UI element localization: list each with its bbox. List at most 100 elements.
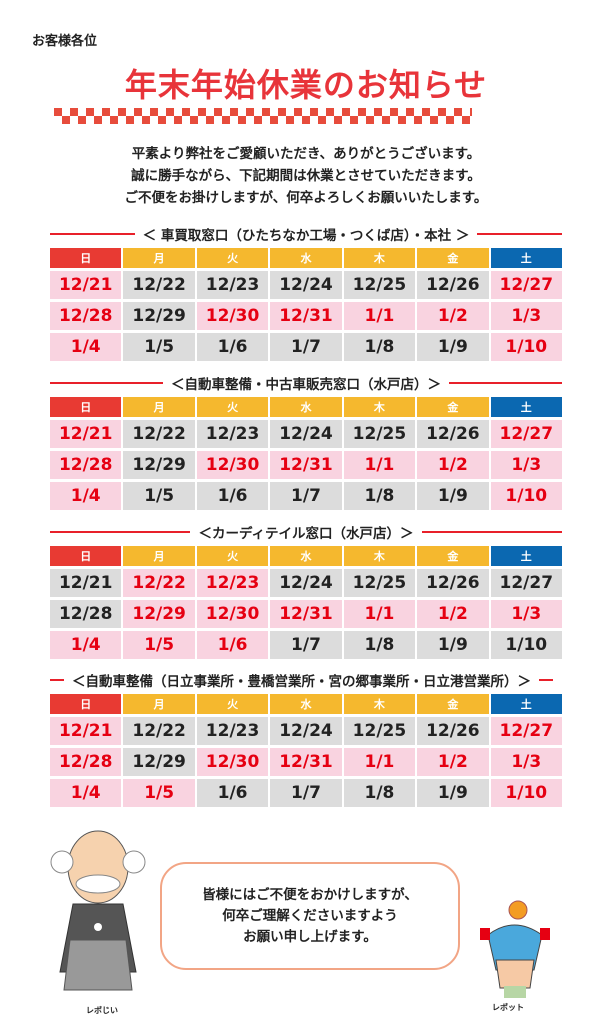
- repotto-character-illustration: [474, 900, 554, 1009]
- date-cell-closed: 1/5: [123, 779, 195, 807]
- weekday-header: 金: [417, 248, 489, 268]
- weekday-header: 金: [417, 546, 489, 566]
- date-cell-open: 12/27: [490, 569, 562, 597]
- weekday-header: 火: [196, 546, 269, 566]
- date-cell-closed: 12/31: [270, 748, 342, 776]
- weekday-header: 月: [123, 397, 195, 417]
- date-cell-open: 12/22: [123, 717, 195, 745]
- date-cell-closed: 12/28: [50, 451, 122, 479]
- date-cell-open: 12/21: [50, 569, 122, 597]
- date-cell-closed: 12/29: [123, 600, 195, 628]
- weekday-header: 月: [123, 546, 195, 566]
- schedule-section: ＜カーディテイル窓口（水戸店）＞日月火水木金土 12/21 12/22 12/23 12…: [50, 522, 562, 659]
- weekday-header: 金: [417, 694, 489, 714]
- weekday-header: 土: [490, 546, 562, 566]
- calendar-table: 日月火水木金土 12/21 12/22 12/23 12/24 12/25 12/26 12/…: [50, 546, 562, 659]
- date-cell-closed: 1/1: [343, 451, 416, 479]
- date-cell-open: 12/26: [417, 420, 489, 448]
- date-cell-closed: 1/10: [490, 779, 562, 807]
- date-cell-open: 1/8: [343, 333, 416, 361]
- weekday-header: 火: [196, 694, 269, 714]
- divider: [50, 233, 135, 235]
- weekday-header: 月: [123, 248, 195, 268]
- date-cell-closed: 12/28: [50, 748, 122, 776]
- schedule-section: ＜自動車整備・中古車販売窓口（水戸店）＞日月火水木金土 12/21 12/22 12/…: [50, 373, 562, 510]
- date-cell-closed: 12/21: [50, 271, 122, 299]
- section-title-text: ＜ 車買取窓口（ひたちなか工場・つくば店）・本社 ＞: [142, 228, 470, 244]
- date-cell-closed: 1/4: [50, 482, 122, 510]
- divider: [50, 531, 191, 533]
- date-cell-open: 12/26: [417, 569, 489, 597]
- date-cell-closed: 1/4: [50, 779, 122, 807]
- date-cell-open: 1/9: [417, 482, 489, 510]
- date-cell-open: 1/5: [123, 482, 195, 510]
- date-cell-closed: 1/1: [343, 748, 416, 776]
- date-cell-closed: 1/1: [343, 302, 416, 330]
- weekday-header: 水: [270, 397, 342, 417]
- date-cell-closed: 12/31: [270, 600, 342, 628]
- weekday-header: 日: [50, 248, 122, 268]
- date-cell-closed: 1/2: [417, 302, 489, 330]
- date-cell-closed: 1/10: [490, 333, 562, 361]
- weekday-header: 火: [196, 397, 269, 417]
- date-cell-open: 1/9: [417, 333, 489, 361]
- page-title: 年末年始休業のお知らせ: [124, 66, 488, 104]
- intro-line: 誠に勝手ながら、下記期間は休業とさせていただきます。: [131, 168, 481, 184]
- date-cell-closed: 12/30: [196, 451, 269, 479]
- section-title: ＜自動車整備・中古車販売窓口（水戸店）＞: [50, 373, 562, 393]
- weekday-header: 日: [50, 694, 122, 714]
- date-cell-open: 12/24: [270, 271, 342, 299]
- date-cell-open: 12/26: [417, 271, 489, 299]
- date-cell-open: 12/29: [123, 302, 195, 330]
- date-cell-closed: 12/23: [196, 569, 269, 597]
- character-name-left: レポじい: [86, 1006, 118, 1015]
- date-cell-open: 1/9: [417, 631, 489, 659]
- weekday-header: 日: [50, 546, 122, 566]
- date-cell-closed: 1/3: [490, 748, 562, 776]
- date-cell-open: 12/25: [343, 569, 416, 597]
- date-cell-closed: 12/27: [490, 420, 562, 448]
- date-cell-closed: 12/31: [270, 302, 342, 330]
- date-cell-open: 12/24: [270, 420, 342, 448]
- calendar-table: 日月火水木金土 12/21 12/22 12/23 12/24 12/25 12/26 12/…: [50, 248, 562, 361]
- weekday-header: 木: [343, 397, 416, 417]
- date-cell-closed: 1/5: [123, 631, 195, 659]
- date-cell-closed: 1/4: [50, 631, 122, 659]
- date-cell-closed: 1/3: [490, 302, 562, 330]
- weekday-header: 木: [343, 248, 416, 268]
- date-cell-closed: 12/21: [50, 717, 122, 745]
- date-cell-open: 12/23: [196, 420, 269, 448]
- date-cell-open: 12/22: [123, 271, 195, 299]
- date-cell-closed: 12/31: [270, 451, 342, 479]
- date-cell-open: 1/7: [270, 631, 342, 659]
- date-cell-closed: 12/27: [490, 717, 562, 745]
- date-cell-closed: 12/27: [490, 271, 562, 299]
- date-cell-open: 1/7: [270, 779, 342, 807]
- section-title: ＜自動車整備（日立事業所・豊橋営業所・宮の郷事業所・日立港営業所）＞: [50, 670, 562, 690]
- date-cell-open: 12/25: [343, 717, 416, 745]
- date-cell-open: 1/9: [417, 779, 489, 807]
- date-cell-closed: 12/30: [196, 302, 269, 330]
- divider: [477, 233, 562, 235]
- divider: [50, 382, 163, 384]
- section-title: ＜ 車買取窓口（ひたちなか工場・つくば店）・本社 ＞: [50, 224, 562, 244]
- weekday-header: 日: [50, 397, 122, 417]
- weekday-header: 木: [343, 546, 416, 566]
- divider: [449, 382, 562, 384]
- date-cell-closed: 12/22: [123, 569, 195, 597]
- date-cell-open: 1/8: [343, 631, 416, 659]
- date-cell-open: 12/26: [417, 717, 489, 745]
- date-cell-open: 1/7: [270, 482, 342, 510]
- date-cell-open: 12/24: [270, 569, 342, 597]
- weekday-header: 月: [123, 694, 195, 714]
- date-cell-open: 12/23: [196, 271, 269, 299]
- date-cell-open: 1/6: [196, 779, 269, 807]
- divider: [421, 531, 562, 533]
- section-title-text: ＜自動車整備（日立事業所・豊橋営業所・宮の郷事業所・日立港営業所）＞: [72, 674, 531, 690]
- weekday-header: 水: [270, 248, 342, 268]
- date-cell-closed: 12/28: [50, 302, 122, 330]
- schedule-section: ＜自動車整備（日立事業所・豊橋営業所・宮の郷事業所・日立港営業所）＞ 日月火水木金…: [50, 670, 562, 807]
- date-cell-open: 1/7: [270, 333, 342, 361]
- speech-bubble: 皆様にはご不便をおかけしますが、 何卒ご理解くださいますよう お願い申し上げます…: [160, 862, 460, 970]
- weekday-header: 火: [196, 248, 269, 268]
